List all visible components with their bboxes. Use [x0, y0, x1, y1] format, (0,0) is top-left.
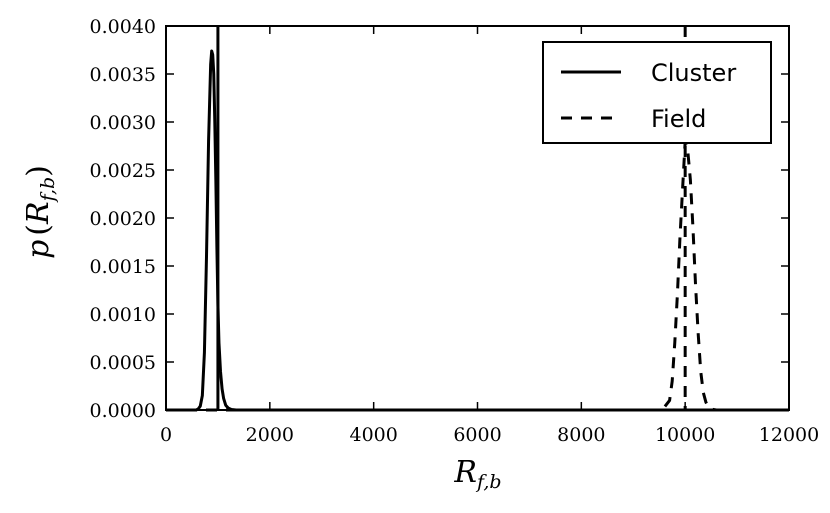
x-tick-label: 2000	[246, 424, 294, 446]
x-tick-label: 12000	[759, 424, 819, 446]
y-axis-label-r: R	[21, 201, 56, 225]
svg-text:p(Rf,b): p (Rf,b)	[21, 165, 59, 259]
y-axis-label: p (Rf,b)	[21, 165, 59, 259]
y-tick-label: 0.0040	[90, 16, 156, 38]
y-tick-label: 0.0035	[90, 64, 156, 86]
x-tick-label: 8000	[557, 424, 605, 446]
x-tick-label: 0	[160, 424, 172, 446]
y-tick-label: 0.0005	[90, 352, 156, 374]
x-axis-label-r: R	[453, 455, 477, 490]
legend-label-field: Field	[651, 105, 706, 133]
x-axis-label: Rf,b	[453, 455, 501, 493]
y-tick-label: 0.0020	[90, 208, 156, 230]
y-axis-label-sub: f,b	[37, 177, 59, 204]
y-tick-label: 0.0000	[90, 400, 156, 422]
y-axis-label-open: (	[21, 224, 56, 236]
y-axis-label-close: )	[21, 165, 56, 177]
x-tick-label: 6000	[453, 424, 501, 446]
y-tick-label: 0.0010	[90, 304, 156, 326]
y-axis-label-p: p	[21, 240, 56, 259]
x-tick-label: 10000	[655, 424, 715, 446]
legend-label-cluster: Cluster	[651, 59, 736, 87]
axis-ticks: 0 2000 4000 6000 8000 10000 12000 0.0000 0.0005 0…	[90, 16, 820, 446]
y-tick-label: 0.0015	[90, 256, 156, 278]
y-tick-label: 0.0025	[90, 160, 156, 182]
legend: Cluster Field	[542, 41, 772, 144]
x-tick-label: 4000	[349, 424, 397, 446]
series-line-field	[166, 139, 789, 412]
y-tick-label: 0.0030	[90, 112, 156, 134]
legend-box	[542, 41, 772, 144]
x-axis-label-sub: f,b	[475, 471, 502, 493]
series-line-cluster	[166, 49, 789, 412]
